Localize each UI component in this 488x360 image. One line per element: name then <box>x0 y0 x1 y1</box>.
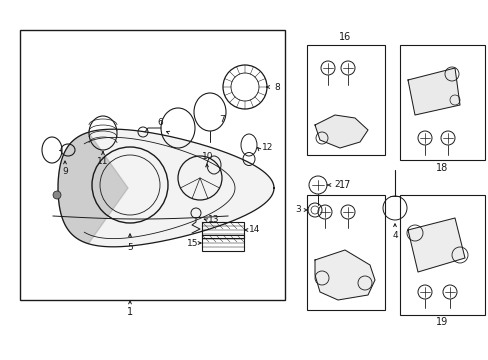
Text: 15: 15 <box>187 238 198 248</box>
Text: 19: 19 <box>435 317 447 327</box>
Text: 6: 6 <box>157 118 163 127</box>
Text: 17: 17 <box>338 180 350 190</box>
Bar <box>202 222 244 238</box>
Polygon shape <box>407 68 459 115</box>
Text: 1: 1 <box>127 307 133 317</box>
Text: 4: 4 <box>391 230 397 239</box>
Bar <box>202 235 244 251</box>
Text: 11: 11 <box>97 157 108 166</box>
Circle shape <box>53 191 61 199</box>
Text: 14: 14 <box>249 225 260 234</box>
Text: 9: 9 <box>62 167 68 176</box>
Bar <box>399 195 484 315</box>
Text: 16: 16 <box>338 32 350 42</box>
Text: 8: 8 <box>274 82 279 91</box>
Bar <box>306 45 384 155</box>
Bar <box>306 195 384 310</box>
Polygon shape <box>314 250 374 300</box>
Text: 12: 12 <box>262 144 273 153</box>
Text: 2: 2 <box>333 180 339 189</box>
Polygon shape <box>58 129 273 247</box>
Text: 5: 5 <box>127 243 133 252</box>
Bar <box>20 30 285 300</box>
Polygon shape <box>407 218 464 272</box>
Text: 3: 3 <box>295 206 300 215</box>
Text: 13: 13 <box>208 216 219 225</box>
Text: 10: 10 <box>202 153 213 162</box>
Polygon shape <box>58 132 128 244</box>
Bar <box>399 45 484 160</box>
Polygon shape <box>314 115 367 148</box>
Text: 7: 7 <box>219 116 224 125</box>
Text: 18: 18 <box>435 163 447 173</box>
